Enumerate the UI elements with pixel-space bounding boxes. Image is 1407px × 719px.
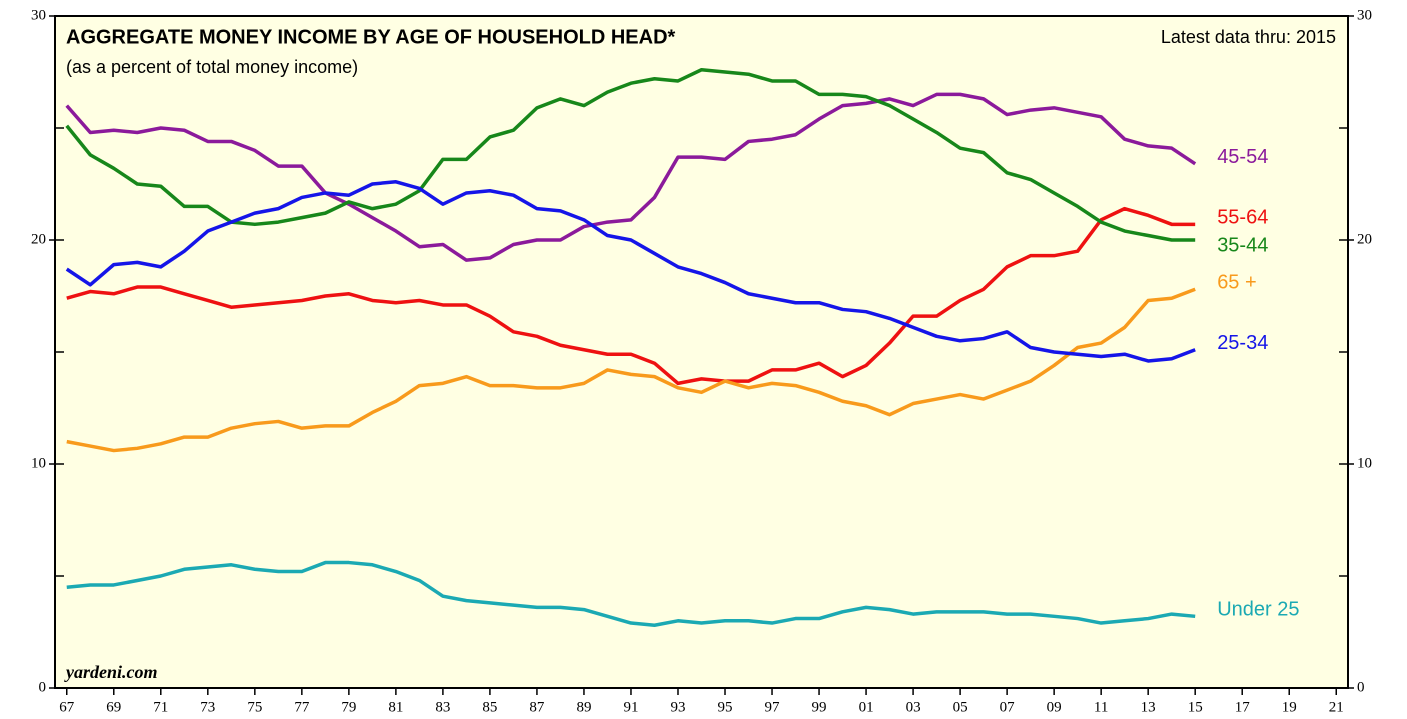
x-tick-label: 21	[1329, 699, 1344, 715]
x-tick-label: 19	[1282, 699, 1297, 715]
x-tick-label: 97	[765, 699, 781, 715]
x-tick-label: 07	[1000, 699, 1016, 715]
x-tick-label: 81	[388, 699, 403, 715]
series-label: 55-64	[1217, 207, 1268, 229]
x-tick-label: 01	[859, 699, 874, 715]
x-tick-label: 87	[529, 699, 545, 715]
series-line	[66, 560, 1196, 628]
x-tick-label: 15	[1188, 699, 1203, 715]
plot-background	[55, 16, 1348, 688]
source: yardeni.com	[64, 662, 158, 682]
x-tick-label: 73	[200, 699, 215, 715]
x-tick-label: 99	[812, 699, 827, 715]
y2-tick-label: 0	[1357, 679, 1365, 695]
x-tick-label: 03	[906, 699, 921, 715]
series-line	[65, 92, 1197, 262]
x-tick-label: 85	[482, 699, 497, 715]
x-tick-label: 71	[153, 699, 168, 715]
series-label: 25-34	[1217, 332, 1268, 354]
x-tick-label: 91	[623, 699, 638, 715]
series-line	[65, 180, 1196, 363]
x-tick-label: 79	[341, 699, 356, 715]
x-tick-label: 13	[1141, 699, 1156, 715]
series-label: Under 25	[1217, 599, 1299, 621]
y2-tick-label: 10	[1357, 455, 1372, 471]
series-label: 35-44	[1217, 235, 1268, 257]
x-tick-label: 67	[59, 699, 75, 715]
plot-layer	[65, 68, 1197, 628]
x-tick-label: 83	[435, 699, 450, 715]
x-tick-label: 95	[718, 699, 733, 715]
x-tick-label: 05	[953, 699, 968, 715]
x-tick-label: 09	[1047, 699, 1062, 715]
y-tick-label: 30	[31, 7, 46, 23]
y2-tick-label: 20	[1357, 231, 1372, 247]
series-label: 65 +	[1217, 272, 1256, 294]
x-tick-label: 11	[1094, 699, 1108, 715]
chart-title: AGGREGATE MONEY INCOME BY AGE OF HOUSEHO…	[66, 26, 676, 48]
latest-note: Latest data thru: 2015	[1161, 27, 1336, 47]
series-line	[65, 68, 1196, 242]
x-tick-label: 69	[106, 699, 121, 715]
x-tick-label: 89	[576, 699, 591, 715]
series-label: 45-54	[1217, 146, 1268, 168]
x-tick-label: 17	[1235, 699, 1251, 715]
series-line	[66, 206, 1196, 386]
y-tick-label: 0	[39, 679, 47, 695]
x-tick-label: 93	[670, 699, 685, 715]
y-tick-label: 20	[31, 231, 46, 247]
y2-tick-label: 30	[1357, 7, 1372, 23]
x-tick-label: 77	[294, 699, 310, 715]
x-tick-label: 75	[247, 699, 262, 715]
chart-subtitle: (as a percent of total money income)	[66, 57, 358, 77]
series-line	[66, 287, 1196, 453]
y-tick-label: 10	[31, 455, 46, 471]
